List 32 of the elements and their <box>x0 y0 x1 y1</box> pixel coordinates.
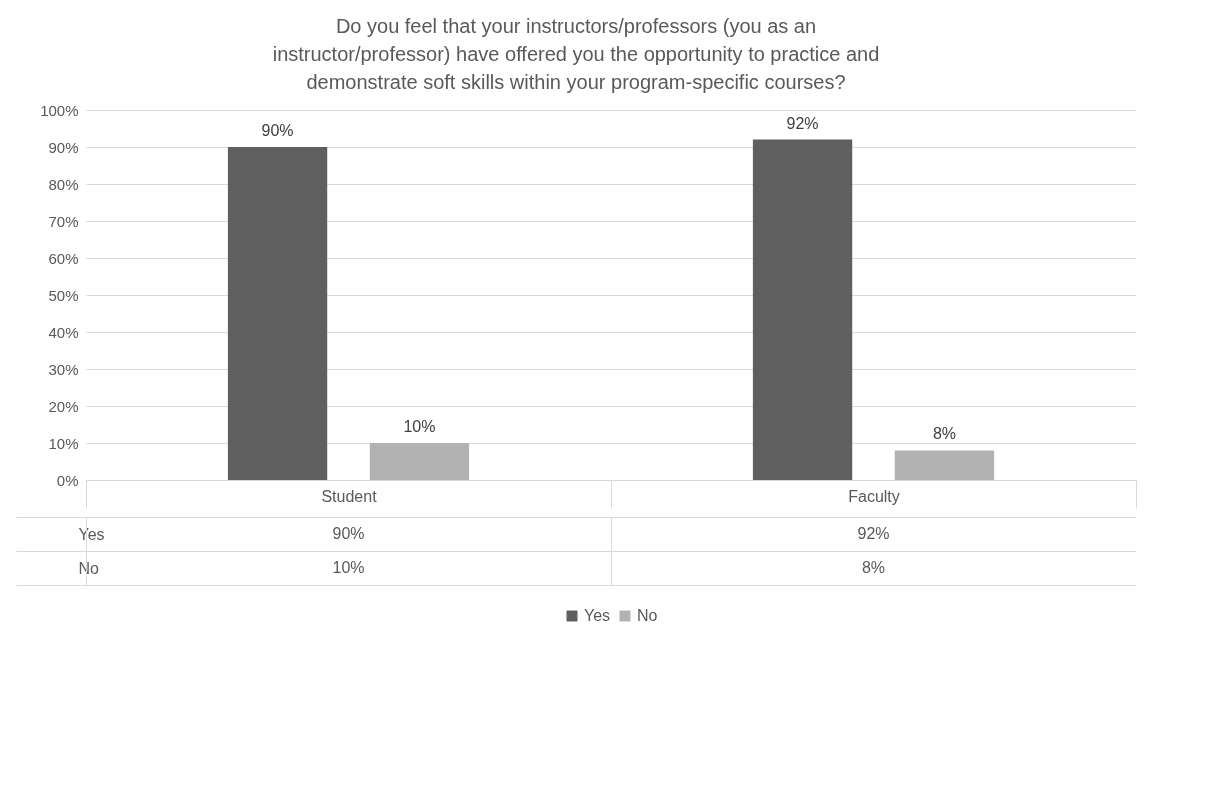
text: Do you feel that your instructors/professors (you as an <box>335 15 817 37</box>
x-tick-label: Student <box>321 487 378 505</box>
text: instructor/professor) have offered you the opportunity to practice and <box>272 43 880 65</box>
bar <box>369 443 470 480</box>
data-label: 10% <box>332 559 365 576</box>
legend-label: Yes <box>584 607 611 624</box>
y-tick-label: 80% <box>48 175 79 193</box>
y-tick-label: 30% <box>48 360 79 378</box>
text: 90% <box>261 122 294 139</box>
bar <box>894 450 995 480</box>
y-tick-label: 60% <box>48 249 79 267</box>
legend-label: No <box>637 607 658 624</box>
text: 10% <box>403 418 436 435</box>
y-tick-label: 20% <box>48 397 79 415</box>
text: demonstrate soft skills within your program-specific courses? <box>306 71 846 93</box>
text: 92% <box>786 114 819 132</box>
data-label: 8% <box>861 559 886 576</box>
bar <box>227 147 328 480</box>
bar <box>752 139 853 480</box>
x-tick-label: Faculty <box>848 487 900 505</box>
data-label: 90% <box>332 525 365 542</box>
text: 8% <box>932 425 957 443</box>
y-tick-label: 70% <box>48 212 79 230</box>
y-tick-label: 90% <box>48 138 79 156</box>
y-tick-label: 50% <box>48 286 79 304</box>
text: Yes <box>78 525 105 543</box>
y-tick-label: 10% <box>48 434 79 452</box>
y-tick-label: 40% <box>48 323 79 341</box>
data-label: 92% <box>857 525 890 542</box>
text: No <box>78 559 99 577</box>
y-tick-label: 0% <box>56 471 79 489</box>
y-tick-label: 100% <box>40 101 79 119</box>
